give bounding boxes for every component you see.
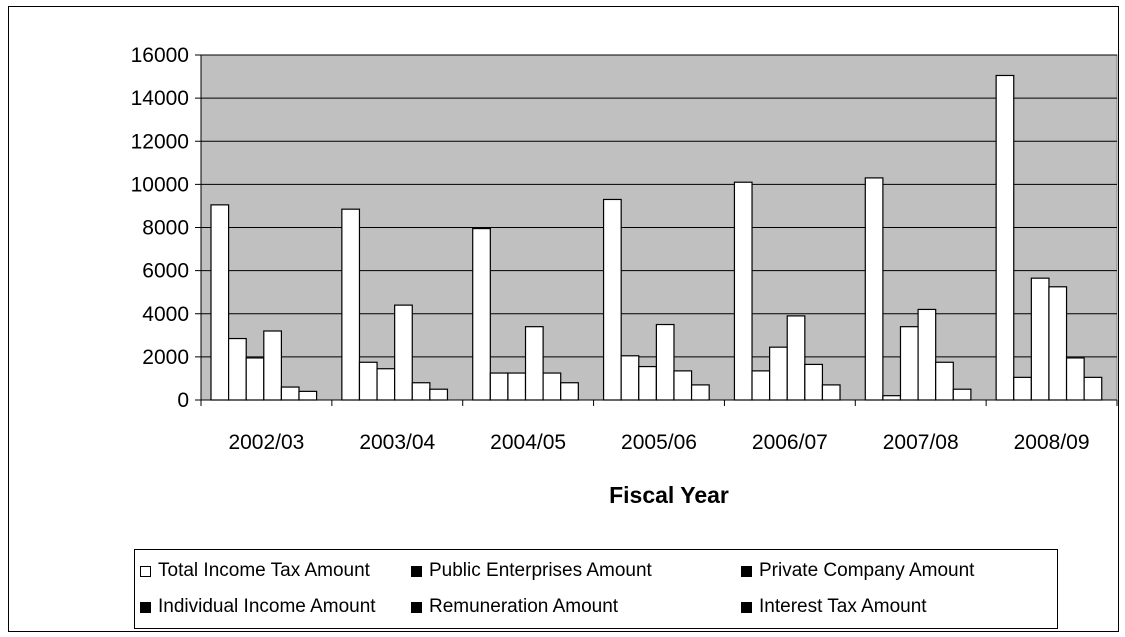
bar-2-2 [507, 372, 527, 401]
bar-1-0 [228, 337, 247, 401]
y-tick-label: 14000 [131, 87, 189, 110]
bar-2-4 [769, 346, 788, 401]
x-tick-label: 2006/07 [752, 431, 828, 454]
bar-1-1 [358, 361, 378, 401]
legend-swatch [140, 565, 151, 577]
bar-3-0 [263, 330, 283, 401]
bar-0-0 [210, 204, 230, 401]
bar-3-5 [917, 308, 937, 401]
bar-0-5 [864, 177, 884, 401]
legend-item-5: Interest Tax Amount [741, 596, 927, 618]
x-tick-label: 2005/06 [621, 431, 697, 454]
bar-2-3 [638, 365, 657, 401]
legend-swatch [741, 601, 752, 613]
legend-label: Individual Income Amount [158, 596, 376, 617]
legend-item-4: Remuneration Amount [411, 596, 618, 618]
legend: Total Income Tax Amount Public Enterprise… [134, 549, 1058, 629]
bar-1-5 [882, 395, 902, 401]
y-tick-label: 8000 [142, 217, 189, 240]
bar-5-2 [560, 382, 579, 401]
y-tick-label: 0 [177, 389, 189, 412]
legend-label: Total Income Tax Amount [158, 560, 370, 581]
x-tick-label: 2002/03 [228, 431, 304, 454]
bar-5-5 [952, 388, 972, 401]
bar-5-1 [429, 388, 449, 401]
legend-item-3: Individual Income Amount [140, 596, 376, 618]
legend-swatch [411, 601, 422, 613]
bar-4-6 [1065, 357, 1085, 401]
bar-3-6 [1048, 286, 1068, 401]
bar-4-3 [673, 370, 693, 401]
x-axis-label: Fiscal Year [609, 482, 729, 508]
legend-item-2: Private Company Amount [741, 560, 974, 582]
bar-5-3 [690, 384, 710, 401]
y-tick-label: 10000 [131, 173, 189, 196]
x-tick-label: 2003/04 [359, 431, 435, 454]
bar-2-5 [899, 326, 919, 401]
bar-0-2 [472, 227, 491, 401]
bar-3-4 [786, 315, 806, 401]
bar-1-2 [489, 372, 509, 401]
x-tick-label: 2007/08 [883, 431, 959, 454]
y-tick-label: 2000 [142, 346, 189, 369]
x-tick-label: 2008/09 [1014, 431, 1090, 454]
legend-swatch [741, 565, 752, 577]
bar-3-2 [524, 326, 544, 401]
legend-label: Remuneration Amount [429, 596, 619, 617]
bar-5-0 [298, 390, 318, 401]
legend-item-1: Public Enterprises Amount [411, 560, 652, 582]
legend-item-0: Total Income Tax Amount [140, 560, 370, 582]
y-tick-label: 4000 [142, 303, 189, 326]
y-tick-label: 6000 [142, 260, 189, 283]
bar-2-1 [376, 368, 396, 401]
bar-2-6 [1030, 277, 1050, 401]
x-tick-label: 2004/05 [490, 431, 566, 454]
legend-label: Public Enterprises Amount [429, 560, 652, 581]
legend-label: Private Company Amount [759, 560, 975, 581]
bar-1-4 [751, 370, 771, 401]
bar-0-3 [602, 198, 622, 401]
bar-0-6 [995, 74, 1015, 401]
y-tick-label: 16000 [131, 44, 189, 67]
bar-5-4 [821, 384, 841, 401]
bar-4-0 [280, 386, 300, 401]
bar-5-6 [1083, 376, 1103, 401]
bar-4-5 [935, 361, 954, 401]
bar-4-1 [411, 382, 431, 401]
bar-0-4 [733, 181, 753, 401]
bar-4-2 [542, 372, 562, 401]
bar-4-4 [804, 363, 824, 401]
bar-1-3 [620, 355, 640, 401]
bar-1-6 [1013, 376, 1032, 401]
bar-3-1 [394, 304, 413, 401]
legend-swatch [411, 565, 422, 577]
bar-0-1 [341, 208, 361, 401]
y-tick-label: 12000 [131, 130, 189, 153]
legend-swatch [140, 601, 151, 613]
bar-chart: 0 2000 4000 6000 8000 10000 12000 14000 16000 200… [131, 44, 1118, 508]
legend-label: Interest Tax Amount [759, 596, 927, 617]
bar-3-3 [655, 323, 675, 401]
bar-2-0 [245, 357, 265, 401]
chart-frame: 0 2000 4000 6000 8000 10000 12000 14000 16000 200… [8, 6, 1119, 632]
